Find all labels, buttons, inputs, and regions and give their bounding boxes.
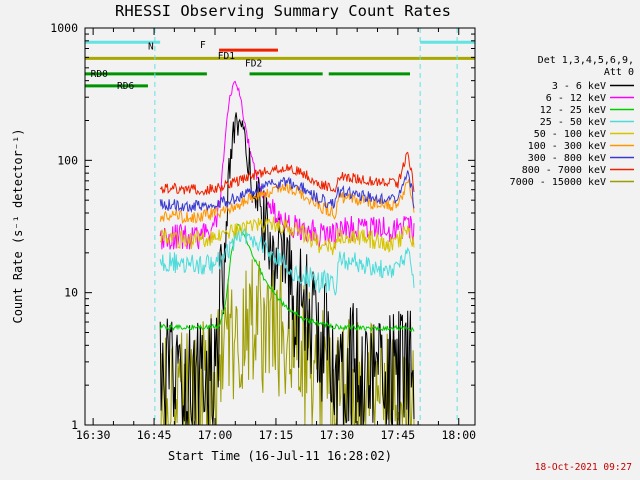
series-50-100-kev — [159, 216, 415, 256]
x-axis-title: Start Time (16-Jul-11 16:28:02) — [168, 449, 392, 463]
night-flag-label: N — [148, 41, 154, 52]
legend-label: 50 - 100 keV — [534, 129, 606, 140]
creation-timestamp: 18-Oct-2021 09:27 — [535, 462, 632, 473]
legend-label: 3 - 6 keV — [552, 81, 606, 92]
y-tick-label: 10 — [64, 286, 78, 300]
rear-decimation-6-flag-label: RD6 — [117, 81, 134, 92]
x-axis-ticks: 16:30 16:45 17:00 17:15 17:30 17:45 18:00 — [76, 28, 476, 442]
legend-title-detectors: Det 1,3,4,5,6,9, — [538, 55, 634, 66]
chart-title: RHESSI Observing Summary Count Rates — [115, 2, 451, 20]
series-25-50-kev — [159, 227, 415, 296]
legend-label: 800 - 7000 keV — [522, 165, 606, 176]
observing-flag-bars — [85, 40, 475, 88]
legend-label: 25 - 50 keV — [540, 117, 606, 128]
x-tick-label: 17:00 — [198, 428, 233, 442]
axes-box — [84, 27, 476, 426]
series-800-7000-kev — [159, 151, 415, 197]
legend-label: 6 - 12 keV — [546, 93, 606, 104]
series-100-300-kev — [159, 178, 415, 224]
front-decimation-1-flag-label: FD1 — [218, 51, 235, 62]
rear-decimation-0-flag-label: RD0 — [91, 69, 108, 80]
legend-label: 300 - 800 keV — [528, 153, 606, 164]
x-tick-label: 17:15 — [259, 428, 294, 442]
eclipse-boundary-lines — [154, 28, 458, 425]
x-tick-label: 16:30 — [76, 428, 111, 442]
chart-generated-content: 16:30 16:45 17:00 17:15 17:30 17:45 18:00 1 10 10… — [50, 21, 634, 442]
legend-label: 12 - 25 keV — [540, 105, 606, 116]
x-tick-label: 17:30 — [320, 428, 355, 442]
x-tick-label: 18:00 — [441, 428, 476, 442]
series-300-800-kev — [159, 170, 415, 213]
y-tick-label: 100 — [57, 153, 78, 167]
legend-title-attenuator: Att 0 — [604, 67, 634, 78]
series-3-6-kev — [159, 112, 415, 425]
observing-flag-labels: N F FD1 FD2 RD0 RD6 — [91, 40, 263, 92]
x-tick-label: 17:45 — [381, 428, 416, 442]
legend-label: 7000 - 15000 keV — [510, 177, 606, 188]
y-axis-title: Count Rate (s⁻¹ detector⁻¹) — [11, 128, 25, 323]
y-axis-ticks: 1 10 100 1000 — [50, 21, 475, 432]
legend-label: 100 - 300 keV — [528, 141, 606, 152]
series-12-25-kev — [159, 223, 415, 333]
front-decimation-2-flag-label: FD2 — [245, 58, 262, 69]
series-7000-15000-kev — [160, 254, 415, 425]
count-rate-curves — [159, 80, 415, 425]
y-tick-label: 1000 — [50, 21, 78, 35]
x-tick-label: 16:45 — [137, 428, 172, 442]
y-tick-label: 1 — [71, 418, 78, 432]
flare-flag-label: F — [200, 40, 206, 51]
